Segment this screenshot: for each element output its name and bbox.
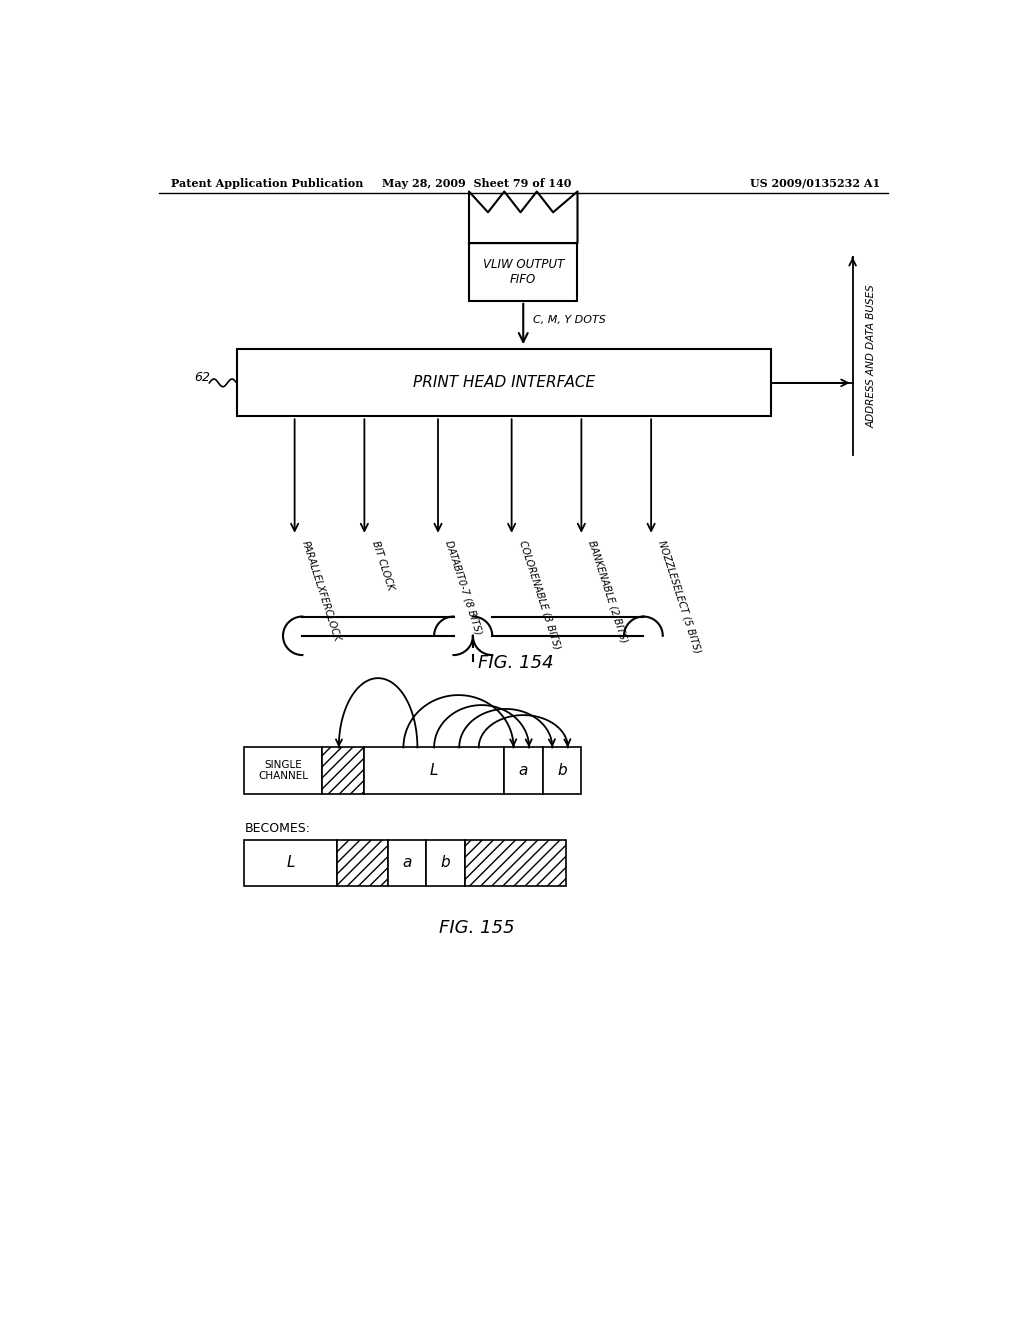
Text: L: L [287,855,295,870]
Text: 62: 62 [194,371,210,384]
Text: ADDRESS AND DATA BUSES: ADDRESS AND DATA BUSES [867,284,877,428]
Bar [543,747,582,793]
Text: COLORENABLE (3 BITS): COLORENABLE (3 BITS) [517,540,562,651]
Bar [426,840,465,886]
Bar [245,747,322,793]
Bar [322,747,365,793]
Text: a: a [518,763,528,777]
Bar [469,243,578,301]
Text: PARALLELXFERCLOCK: PARALLELXFERCLOCK [300,540,342,643]
Text: May 28, 2009  Sheet 79 of 140: May 28, 2009 Sheet 79 of 140 [382,178,571,189]
Text: b: b [441,855,451,870]
Text: VLIW OUTPUT
FIFO: VLIW OUTPUT FIFO [482,257,564,286]
Text: NOZZLESELECT (5 BITS): NOZZLESELECT (5 BITS) [656,540,702,655]
Text: FIG. 155: FIG. 155 [439,920,515,937]
Text: PRINT HEAD INTERFACE: PRINT HEAD INTERFACE [413,375,595,391]
Text: FIG. 154: FIG. 154 [477,653,553,672]
Bar [465,840,566,886]
Bar [237,350,771,416]
Bar [337,840,388,886]
Bar [245,840,337,886]
Text: BECOMES:: BECOMES: [245,822,310,834]
Text: BANKENABLE (2 BITS): BANKENABLE (2 BITS) [587,540,630,644]
Text: Patent Application Publication: Patent Application Publication [171,178,362,189]
Bar [504,747,543,793]
Bar [365,747,504,793]
Text: US 2009/0135232 A1: US 2009/0135232 A1 [750,178,880,189]
Text: b: b [557,763,567,777]
Text: BIT CLOCK: BIT CLOCK [370,540,395,591]
Text: C, M, Y DOTS: C, M, Y DOTS [532,315,605,325]
Bar [388,840,426,886]
Text: a: a [402,855,412,870]
Text: DATABIT0-7 (8 BITS): DATABIT0-7 (8 BITS) [443,540,483,636]
Text: L: L [430,763,438,777]
Text: SINGLE
CHANNEL: SINGLE CHANNEL [258,760,308,781]
